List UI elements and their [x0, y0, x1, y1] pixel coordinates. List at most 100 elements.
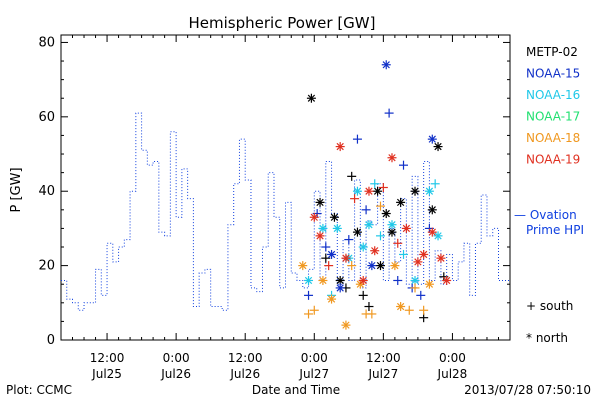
- south-marker: [399, 249, 409, 259]
- north-marker: [352, 227, 362, 237]
- y-tick-label: 20: [38, 259, 55, 274]
- marker-stroke: [319, 224, 327, 233]
- north-marker: [381, 60, 391, 70]
- legend-north-symbol: * north: [526, 331, 568, 345]
- north-marker: [387, 220, 397, 230]
- plot-border: [60, 34, 511, 341]
- south-marker: [361, 205, 371, 215]
- north-marker: [436, 253, 446, 263]
- north-marker: [381, 209, 391, 219]
- south-marker: [410, 283, 420, 293]
- marker-stroke: [414, 258, 422, 266]
- footer-plot-credit: Plot: CCMC: [6, 383, 72, 397]
- x-tick-time-label: 12:00: [228, 351, 263, 365]
- north-marker: [401, 223, 411, 233]
- south-marker: [347, 261, 357, 271]
- north-marker: [367, 261, 377, 271]
- south-marker: [352, 134, 362, 144]
- north-marker: [390, 261, 400, 271]
- south-marker: [416, 290, 426, 300]
- marker-stroke: [359, 243, 367, 251]
- y-tick-label: 0: [47, 333, 55, 348]
- legend-satellite-label: NOAA-18: [526, 131, 580, 145]
- marker-stroke: [336, 284, 344, 292]
- legend-satellite-label: NOAA-15: [526, 67, 580, 81]
- marker-stroke: [319, 276, 327, 285]
- x-tick-date-label: Jul28: [437, 367, 468, 381]
- north-marker: [364, 220, 374, 230]
- marker-stroke: [411, 187, 419, 195]
- x-tick-time-label: 12:00: [90, 351, 125, 365]
- marker-stroke: [411, 276, 419, 285]
- legend-ovation-label: Prime HPI: [526, 223, 584, 237]
- marker-stroke: [371, 247, 379, 255]
- south-marker: [358, 290, 368, 300]
- marker-stroke: [373, 187, 382, 195]
- north-marker: [424, 279, 434, 289]
- x-tick-time-label: 0:00: [301, 351, 328, 365]
- north-marker: [370, 246, 380, 256]
- marker-stroke: [327, 295, 336, 303]
- marker-stroke: [388, 228, 396, 236]
- south-marker: [364, 302, 374, 312]
- south-marker: [309, 305, 319, 315]
- y-axis-ticks: 0 20 40 60 80: [38, 35, 510, 348]
- south-marker: [370, 179, 380, 189]
- north-marker: [387, 227, 397, 237]
- marker-stroke: [428, 206, 436, 214]
- marker-stroke: [330, 213, 339, 221]
- north-marker: [427, 227, 437, 237]
- y-tick-label: 60: [38, 110, 55, 125]
- marker-stroke: [434, 142, 442, 151]
- marker-stroke: [342, 321, 350, 329]
- north-marker: [341, 253, 351, 263]
- south-marker: [419, 305, 429, 315]
- north-marker: [364, 186, 374, 196]
- marker-stroke: [402, 224, 411, 233]
- north-marker: [427, 134, 437, 144]
- north-marker: [318, 223, 328, 233]
- south-marker: [324, 261, 334, 271]
- marker-stroke: [304, 276, 313, 285]
- satellite-markers: [298, 60, 452, 330]
- x-tick-date-label: Jul25: [91, 367, 122, 381]
- north-marker: [442, 275, 452, 285]
- south-marker: [344, 235, 354, 245]
- north-marker: [358, 242, 368, 252]
- south-marker: [367, 309, 377, 319]
- north-marker: [329, 212, 339, 222]
- north-marker: [335, 142, 345, 152]
- north-marker: [306, 93, 316, 103]
- marker-stroke: [368, 261, 376, 270]
- north-marker: [298, 261, 308, 271]
- north-marker: [332, 223, 342, 233]
- x-tick-time-label: 0:00: [439, 351, 466, 365]
- north-marker: [315, 231, 325, 241]
- marker-stroke: [359, 276, 367, 285]
- x-axis-ticks: 12:00 Jul25 0:00 Jul26 12:00 Jul26 0:00 Jul27 12…: [60, 35, 511, 381]
- marker-stroke: [437, 254, 445, 262]
- y-axis-label: P [GW]: [9, 167, 24, 212]
- marker-stroke: [365, 187, 373, 195]
- legend: METP-02 NOAA-15 NOAA-16 NOAA-17 NOAA-18 NOAA-…: [514, 45, 584, 345]
- north-marker: [396, 302, 406, 312]
- marker-stroke: [353, 228, 362, 236]
- north-marker: [352, 186, 362, 196]
- legend-satellite-label: NOAA-16: [526, 88, 580, 102]
- plot-frame: [60, 34, 511, 341]
- y-tick-label: 40: [38, 184, 55, 199]
- x-axis-label: Date and Time: [252, 383, 340, 397]
- legend-south-symbol: + south: [526, 299, 573, 313]
- marker-stroke: [336, 276, 344, 285]
- south-marker: [321, 253, 331, 263]
- footer-timestamp: 2013/07/28 07:50:10: [464, 383, 591, 397]
- south-marker: [304, 309, 314, 319]
- marker-stroke: [396, 198, 405, 207]
- marker-stroke: [342, 254, 350, 262]
- marker-stroke: [388, 154, 396, 162]
- marker-stroke: [316, 198, 324, 207]
- north-marker: [304, 275, 314, 285]
- south-marker: [430, 179, 440, 189]
- marker-stroke: [336, 142, 344, 151]
